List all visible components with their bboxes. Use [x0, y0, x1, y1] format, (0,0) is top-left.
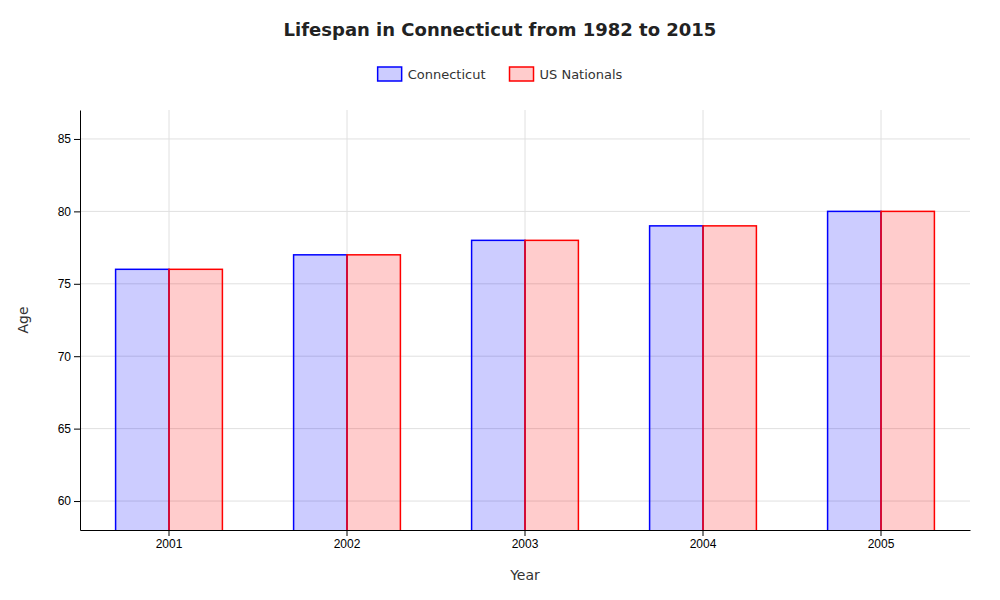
bar: [294, 255, 347, 530]
tick-label: 70: [58, 350, 72, 364]
tick: 60: [58, 494, 80, 508]
tick-mark: [74, 139, 80, 140]
tick-label: 2001: [156, 537, 183, 551]
axis-line: [80, 111, 81, 531]
tick: 75: [58, 277, 80, 291]
tick-label: 65: [58, 422, 72, 436]
tick: 80: [58, 205, 80, 219]
chart: 2001 2002 2003 2004 2005 60 65 70 75 80 85 Year Age L…: [0, 0, 1000, 600]
tick-label: 2002: [334, 537, 361, 551]
bar: [650, 226, 703, 530]
tick: 2003: [512, 530, 539, 551]
y-axis: 60 65 70 75 80 85: [58, 111, 81, 531]
bar: [116, 269, 169, 530]
tick-mark: [74, 211, 80, 212]
bar: [828, 211, 881, 530]
legend: Connecticut US Nationals: [378, 67, 623, 82]
bar: [703, 226, 756, 530]
y-axis-title: Age: [15, 306, 31, 333]
legend-label: US Nationals: [540, 67, 623, 82]
tick-mark: [74, 501, 80, 502]
legend-swatch: [510, 67, 534, 81]
tick-mark: [881, 530, 882, 536]
tick: 65: [58, 422, 80, 436]
legend-item: Connecticut: [378, 67, 486, 82]
bar: [881, 211, 934, 530]
tick-mark: [74, 429, 80, 430]
tick-label: 2004: [690, 537, 717, 551]
x-axis: 2001 2002 2003 2004 2005: [81, 530, 971, 551]
title: Lifespan in Connecticut from 1982 to 201…: [284, 19, 717, 40]
tick-mark: [703, 530, 704, 536]
bar: [525, 240, 578, 530]
plot: 2001 2002 2003 2004 2005 60 65 70 75 80 85: [58, 110, 971, 600]
tick-label: 2005: [868, 537, 895, 551]
legend-label: Connecticut: [408, 67, 486, 82]
tick-label: 80: [58, 205, 72, 219]
legend-item: US Nationals: [510, 67, 623, 82]
tick-label: 85: [58, 132, 72, 146]
tick-mark: [74, 284, 80, 285]
tick-mark: [525, 530, 526, 536]
tick-label: 60: [58, 494, 72, 508]
x-axis-title: Year: [509, 567, 540, 583]
tick-mark: [169, 530, 170, 536]
bars: [116, 211, 935, 530]
tick-label: 75: [58, 277, 72, 291]
tick: 2005: [868, 530, 895, 551]
bar: [169, 269, 222, 530]
tick: 85: [58, 132, 80, 146]
bar: [347, 255, 400, 530]
series: [116, 211, 881, 530]
tick-label: 2003: [512, 537, 539, 551]
tick-mark: [74, 356, 80, 357]
tick-mark: [347, 530, 348, 536]
tick: 70: [58, 350, 80, 364]
tick: 2004: [690, 530, 717, 551]
tick: 2002: [334, 530, 361, 551]
bar: [472, 240, 525, 530]
series: [169, 211, 934, 530]
legend-swatch: [378, 67, 402, 81]
tick: 2001: [156, 530, 183, 551]
